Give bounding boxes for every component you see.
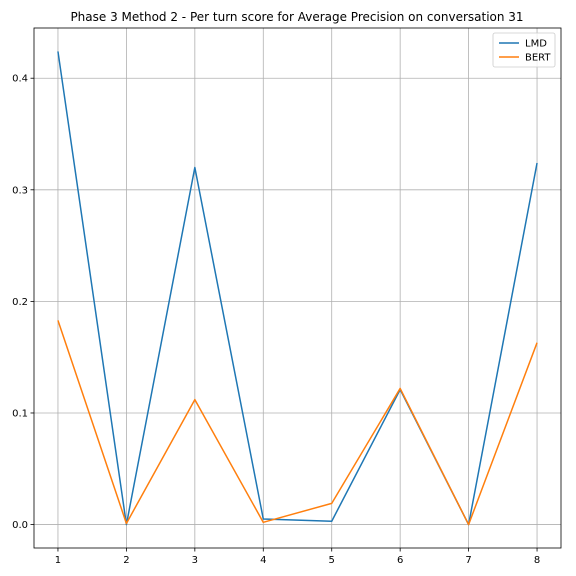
x-tick-label: 3 xyxy=(192,555,198,566)
y-tick-label: 0.4 xyxy=(12,74,28,85)
y-tick-label: 0.1 xyxy=(12,408,28,419)
x-tick-label: 6 xyxy=(397,555,403,566)
x-tick-label: 1 xyxy=(55,555,61,566)
x-tick-label: 4 xyxy=(260,555,266,566)
axis-ticks: 1 2 3 4 5 6 7 8 0.0 0.1 0.2 0.3 0.4 xyxy=(12,74,540,566)
chart-title: Phase 3 Method 2 - Per turn score for Av… xyxy=(70,10,523,24)
y-tick-label: 0.3 xyxy=(12,185,28,196)
axes-frame xyxy=(33,27,562,549)
y-tick-label: 0.2 xyxy=(12,297,28,308)
x-tick-label: 8 xyxy=(534,555,540,566)
x-tick-label: 2 xyxy=(123,555,129,566)
x-tick-label: 5 xyxy=(329,555,335,566)
legend-label-bert: BERT xyxy=(525,53,551,64)
legend-box xyxy=(492,32,556,68)
data-series xyxy=(57,51,538,526)
legend-label-lmd: LMD xyxy=(525,39,547,50)
series-line-bert xyxy=(57,320,538,526)
series-line-lmd xyxy=(57,51,538,526)
legend: LMD BERT xyxy=(492,32,556,68)
y-tick-label: 0.0 xyxy=(12,520,28,531)
x-tick-label: 7 xyxy=(465,555,471,566)
grid xyxy=(34,28,561,548)
